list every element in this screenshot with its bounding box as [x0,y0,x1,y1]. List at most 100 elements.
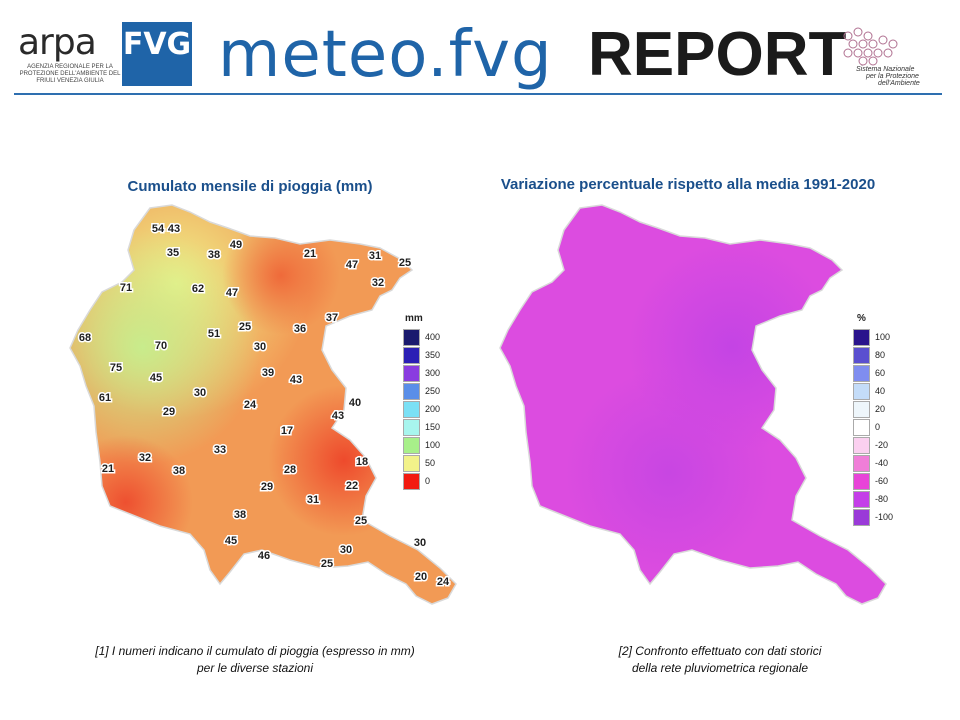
station-value: 20 [415,571,427,583]
station-value: 71 [120,282,132,294]
legend-label: 60 [875,368,886,378]
legend-label: -60 [875,476,889,486]
caption-line: della rete pluviometrica regionale [631,661,809,675]
legend-label: 300 [425,368,441,378]
snpa-text-line: dell'Ambiente [878,80,920,87]
station-value: 24 [244,399,257,411]
station-value: 28 [284,464,296,476]
arpa-logo-word: ARPA [18,22,97,63]
station-value: 25 [321,558,333,570]
station-value: 46 [258,550,270,562]
station-value: 32 [139,452,151,464]
station-value: 31 [369,250,381,262]
caption-line: per le diverse stazioni [196,661,314,675]
legend-swatch [403,383,420,400]
station-value: 40 [349,397,361,409]
legend-label: 150 [425,422,441,432]
rainfall-map-caption: [1] I numeri indicano il cumulato di pio… [40,643,470,677]
station-value: 47 [226,287,238,299]
station-value: 25 [239,321,251,333]
legend-swatch [403,365,420,382]
report-title: REPORT [588,20,847,89]
snpa-text-line: per la Protezione [866,73,919,80]
legend-swatch [853,473,870,490]
legend-swatch [853,365,870,382]
legend-label: 350 [425,350,441,360]
station-value: 38 [208,249,220,261]
station-value: 68 [79,332,91,344]
station-value: 43 [332,410,344,422]
legend-label: 100 [875,332,891,342]
snpa-hexagon-icon [843,27,898,66]
rainfall-legend: mm 400 350 300 250 200 150 100 50 0 [403,313,463,493]
legend-swatch [403,437,420,454]
snpa-logo-text: Sistema Nazionale per la Protezione dell… [856,66,920,87]
station-value: 51 [208,328,220,340]
legend-label: 100 [425,440,441,450]
station-value: 30 [414,537,426,549]
legend-swatch [403,419,420,436]
station-value: 47 [346,259,358,271]
station-value: 22 [346,480,358,492]
station-value: 29 [261,481,273,493]
station-value: 39 [262,367,274,379]
station-value: 49 [230,239,242,251]
station-value: 24 [437,576,450,588]
arpa-fvg-logo: ARPA FVG AGENZIA REGIONALE PER LA PROTEZ… [14,22,194,92]
legend-swatch [403,347,420,364]
arpa-logo-subtitle: AGENZIA REGIONALE PER LA PROTEZIONE DELL… [19,64,121,84]
snpa-logo: Sistema Nazionale per la Protezione dell… [838,26,938,92]
legend-swatch [403,473,420,490]
legend-swatch [853,347,870,364]
legend-label: 80 [875,350,886,360]
legend-swatch [403,401,420,418]
header-divider [14,93,942,95]
station-value: 35 [167,247,179,259]
legend-swatch [853,401,870,418]
legend-label: 400 [425,332,441,342]
legend-swatch [853,491,870,508]
legend-swatch [853,419,870,436]
legend-label: -80 [875,494,889,504]
station-value: 25 [399,257,411,269]
meteo-fvg-title: meteo.fvg [218,18,553,92]
station-value: 75 [110,362,122,374]
legend-label: 200 [425,404,441,414]
station-value: 30 [340,544,352,556]
station-value: 21 [102,463,114,475]
rainfall-map-title: Cumulato mensile di pioggia (mm) [127,178,373,195]
station-value: 30 [254,341,266,353]
arpa-logo-fvg: FVG [122,22,192,86]
legend-unit: mm [405,313,423,324]
legend-label: 40 [875,386,886,396]
legend-swatch [853,437,870,454]
legend-swatch [853,383,870,400]
station-value: 18 [356,456,368,468]
station-value: 29 [163,406,175,418]
station-value: 70 [155,340,167,352]
anomaly-map-caption: [2] Confronto effettuato con dati storic… [520,643,920,677]
station-value: 31 [307,494,319,506]
anomaly-map-title: Variazione percentuale rispetto alla med… [500,176,876,193]
station-value: 33 [214,444,226,456]
station-value: 37 [326,312,338,324]
station-value: 25 [355,515,367,527]
station-value: 43 [290,374,302,386]
legend-swatch [853,329,870,346]
caption-line: [2] Confronto effettuato con dati storic… [618,644,822,658]
legend-swatch [853,509,870,526]
station-value: 45 [225,535,237,547]
station-value: 61 [99,392,111,404]
legend-swatch [403,329,420,346]
legend-label: 0 [425,476,431,486]
station-value: 30 [194,387,206,399]
legend-swatch [853,455,870,472]
legend-unit: % [857,313,866,324]
station-value: 45 [150,372,162,384]
anomaly-map [499,204,887,605]
station-value: 21 [304,248,316,260]
snpa-text-line: Sistema Nazionale [856,66,915,73]
legend-label: 50 [425,458,436,468]
